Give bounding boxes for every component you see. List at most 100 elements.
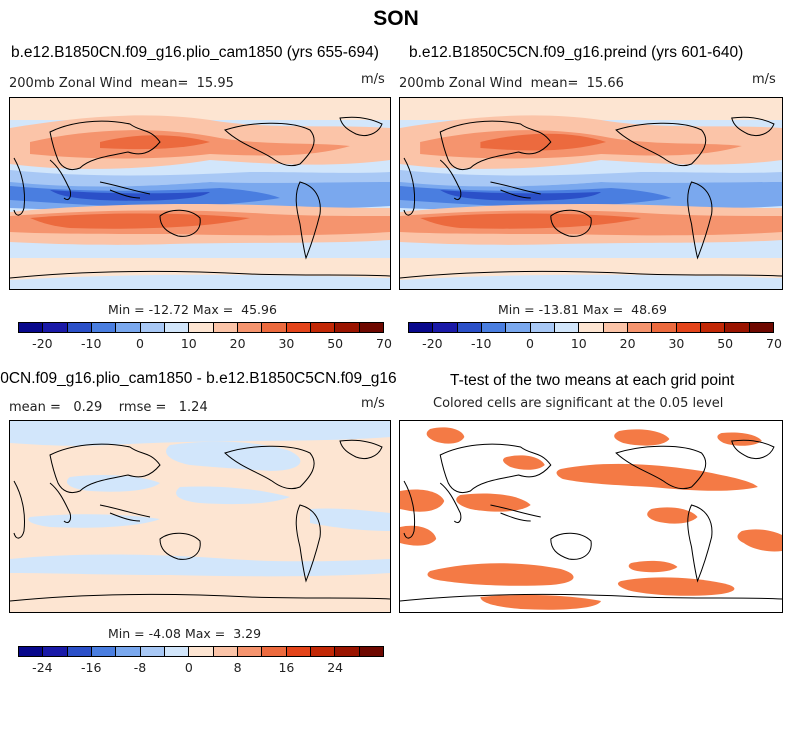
panel1-easterly-core bbox=[50, 190, 210, 201]
panel2-coastlines bbox=[400, 116, 782, 279]
panel3-swatch-8 bbox=[213, 647, 238, 656]
panel1-coast-asia bbox=[49, 120, 161, 171]
panel3-swatch-2 bbox=[67, 647, 92, 656]
panel3-coast-antarctica bbox=[10, 593, 390, 602]
panel1-coastlines bbox=[10, 116, 390, 279]
panel4-coast-indonesia bbox=[490, 504, 541, 522]
panel3-swatch-1 bbox=[43, 647, 68, 656]
panel4-sig-region-11 bbox=[427, 563, 574, 586]
panel2-tick-label: 70 bbox=[766, 336, 782, 351]
panel3-tick-label: 16 bbox=[278, 660, 295, 675]
panel2-swatch-0 bbox=[409, 323, 434, 332]
panel2-swatch-10 bbox=[652, 323, 677, 332]
panel4-sig-region-3 bbox=[717, 432, 762, 446]
panel2-units: m/s bbox=[752, 72, 776, 87]
panel3-coast-north-america bbox=[224, 445, 315, 490]
panel2-swatch-2 bbox=[457, 323, 482, 332]
panel3-coast-africa bbox=[13, 480, 25, 539]
panel4-coast-india bbox=[439, 482, 462, 524]
panel3-swatch-9 bbox=[237, 647, 263, 656]
panel4-significant-cells bbox=[400, 427, 782, 610]
panel4-coast-africa bbox=[403, 480, 416, 539]
panel1-tick-label: 30 bbox=[278, 336, 295, 351]
panel2-coast-indonesia bbox=[490, 181, 541, 199]
panel3-swatch-14 bbox=[359, 647, 383, 656]
panel2-tick-label: 30 bbox=[668, 336, 685, 351]
panel1-coast-australia bbox=[159, 209, 201, 237]
panel3-tick-label: 0 bbox=[184, 660, 193, 675]
panel4-coast-asia bbox=[439, 443, 552, 494]
panel4-coast-antarctica bbox=[400, 593, 782, 602]
panel3-negative-atlantic bbox=[310, 508, 390, 531]
panel3-tick-label: 8 bbox=[233, 660, 242, 675]
panel3-coast-india bbox=[49, 482, 71, 524]
panel3-swatch-0 bbox=[19, 647, 44, 656]
panel2-map-svg bbox=[400, 98, 782, 289]
panel3-stats: mean = 0.29 rmse = 1.24 bbox=[9, 400, 208, 415]
panel1-coast-indonesia bbox=[99, 181, 151, 199]
panel4-sig-region-14 bbox=[628, 560, 678, 573]
panel1-swatch-6 bbox=[164, 323, 190, 332]
panel2-swatch-3 bbox=[481, 323, 507, 332]
panel2-swatch-4 bbox=[506, 323, 531, 332]
panel1-coast-india bbox=[49, 159, 71, 201]
panel3-negative-na bbox=[166, 441, 301, 471]
panel3-tick-label: -16 bbox=[80, 660, 102, 675]
panel1-swatch-5 bbox=[140, 323, 165, 332]
panel3-coast-greenland bbox=[339, 439, 383, 460]
panel4-coast-australia bbox=[550, 532, 592, 560]
panel1-coast-south-america bbox=[295, 181, 321, 260]
panel2-swatch-11 bbox=[676, 323, 701, 332]
panel1-colorbar bbox=[18, 322, 384, 333]
panel3-tick-label: -8 bbox=[133, 660, 147, 675]
panel2-coast-australia bbox=[550, 209, 592, 237]
panel3-swatch-7 bbox=[189, 647, 214, 656]
panel1-tick-label: 70 bbox=[376, 336, 392, 351]
panel2-north-jet-core bbox=[480, 133, 607, 151]
panel3-swatch-3 bbox=[91, 647, 117, 656]
panel1-variable: 200mb Zonal Wind mean= 15.95 bbox=[9, 76, 234, 91]
panel1-tick-label: 0 bbox=[136, 336, 144, 351]
panel4-coastlines bbox=[400, 439, 782, 602]
panel1-swatch-9 bbox=[237, 323, 263, 332]
panel1-swatch-0 bbox=[19, 323, 44, 332]
panel2-swatch-13 bbox=[725, 323, 750, 332]
panel4-sig-region-8 bbox=[647, 507, 698, 524]
panel2-tick-label: 50 bbox=[717, 336, 734, 351]
panel1-swatch-4 bbox=[116, 323, 141, 332]
panel3-tick-label: 24 bbox=[327, 660, 344, 675]
panel1-swatch-1 bbox=[43, 323, 68, 332]
panel3-negative-pacific bbox=[176, 486, 290, 505]
panel2-swatch-8 bbox=[603, 323, 628, 332]
panel1-tick-label: -10 bbox=[80, 336, 102, 351]
panel3-units: m/s bbox=[361, 396, 385, 411]
panel2-south-jet-core bbox=[420, 213, 642, 229]
panel4-sig-region-13 bbox=[480, 594, 602, 610]
panel3-swatch-12 bbox=[310, 647, 336, 656]
panel2-coast-south-america bbox=[687, 181, 713, 260]
panel3-minmax: Min = -4.08 Max = 3.29 bbox=[108, 626, 262, 641]
panel1-tick-label: 50 bbox=[327, 336, 344, 351]
panel3-coastlines bbox=[10, 439, 390, 602]
panel3-negative-indian bbox=[28, 514, 160, 528]
panel3-title: b.e12.B1850CN.f09_g16.plio_cam1850 - b.e… bbox=[0, 370, 396, 387]
panel4-sig-region-2 bbox=[614, 429, 670, 446]
panel2-swatch-12 bbox=[700, 323, 726, 332]
panel3-swatch-4 bbox=[116, 647, 141, 656]
panel1-map bbox=[9, 97, 391, 290]
panel1-swatch-10 bbox=[262, 323, 287, 332]
panel2-title: b.e12.B1850C5CN.f09_g16.preind (yrs 601-… bbox=[409, 44, 744, 61]
panel1-swatch-8 bbox=[213, 323, 238, 332]
panel2-variable: 200mb Zonal Wind mean= 15.66 bbox=[399, 76, 624, 91]
panel3-negative-southern bbox=[10, 554, 390, 577]
panel4-background bbox=[400, 421, 782, 612]
panel1-south-jet-core bbox=[30, 213, 250, 229]
panel3-arctic-negative bbox=[10, 421, 390, 446]
panel3-map bbox=[9, 420, 391, 613]
panel2-swatch-14 bbox=[749, 323, 773, 332]
panel2-tick-label: -10 bbox=[470, 336, 492, 351]
panel4-sig-region-1 bbox=[426, 427, 465, 444]
panel3-swatch-10 bbox=[262, 647, 287, 656]
page-title: SON bbox=[373, 7, 419, 30]
panel3-swatch-13 bbox=[335, 647, 360, 656]
